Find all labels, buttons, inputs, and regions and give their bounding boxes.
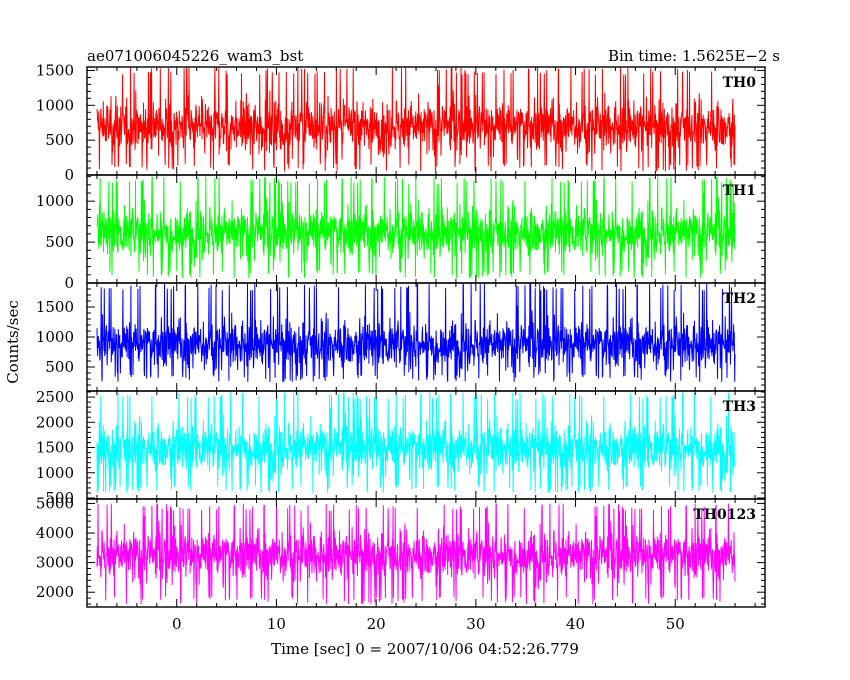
panel-label-th2: TH2 — [723, 291, 756, 307]
panel-label-th0123: TH0123 — [693, 507, 756, 523]
y-tick-label: 1000 — [36, 192, 74, 210]
y-tick-label: 1500 — [36, 439, 74, 457]
series-th1 — [96, 176, 736, 279]
y-tick-label: 500 — [45, 358, 74, 376]
y-tick-label: 500 — [45, 489, 74, 507]
x-tick-label: 40 — [566, 615, 585, 633]
x-tick-label: 30 — [466, 615, 485, 633]
x-tick-label: 20 — [367, 615, 386, 633]
x-axis-label: Time [sec] 0 = 2007/10/06 04:52:26.779 — [271, 640, 579, 658]
series-th0123 — [96, 503, 736, 605]
x-axis-ticks: 0 10 20 30 40 50 — [172, 615, 685, 633]
chart-title: ae071006045226_wam3_bst — [87, 47, 303, 65]
y-tick-label: 0 — [64, 274, 74, 292]
panel-th3: 500 1000 1500 2000 2500 TH3 — [36, 388, 766, 507]
y-tick-label: 500 — [45, 131, 74, 149]
panel-label-th1: TH1 — [723, 183, 756, 199]
y-tick-label: 3000 — [36, 554, 74, 572]
y-tick-label: 1000 — [36, 328, 74, 346]
y-tick-label: 0 — [64, 166, 74, 184]
y-axis-label: Counts/sec — [4, 300, 22, 384]
panel-th2: 500 1000 1500 TH2 — [36, 282, 766, 392]
y-tick-label: 1000 — [36, 96, 74, 114]
x-tick-label: 0 — [172, 615, 182, 633]
y-tick-label: 500 — [45, 233, 74, 251]
panels: 0 500 1000 1500 TH0 0 500 1000 TH1 500 1000 1500 TH2… — [36, 61, 766, 608]
series-th2 — [96, 283, 736, 382]
x-tick-label: 10 — [267, 615, 286, 633]
series-th0 — [96, 66, 736, 172]
bin-time-label: Bin time: 1.5625E−2 s — [608, 47, 780, 65]
panel-frame — [86, 498, 766, 608]
y-tick-label: 2500 — [36, 388, 74, 406]
panel-th0: 0 500 1000 1500 TH0 — [36, 61, 766, 184]
y-tick-label: 2000 — [36, 413, 74, 431]
y-tick-label: 4000 — [36, 524, 74, 542]
panel-label-th0: TH0 — [723, 75, 757, 91]
panel-label-th3: TH3 — [723, 399, 756, 415]
panel-th1: 0 500 1000 TH1 — [36, 174, 766, 292]
y-tick-label: 5000 — [36, 494, 74, 512]
y-tick-label: 1500 — [36, 61, 74, 79]
panel-th0123: 2000 3000 4000 5000 TH0123 — [36, 494, 766, 608]
y-tick-label: 1000 — [36, 464, 74, 482]
y-tick-label: 1500 — [36, 298, 74, 316]
series-th3 — [96, 392, 736, 493]
x-tick-label: 50 — [666, 615, 685, 633]
y-tick-label: 2000 — [36, 583, 74, 601]
